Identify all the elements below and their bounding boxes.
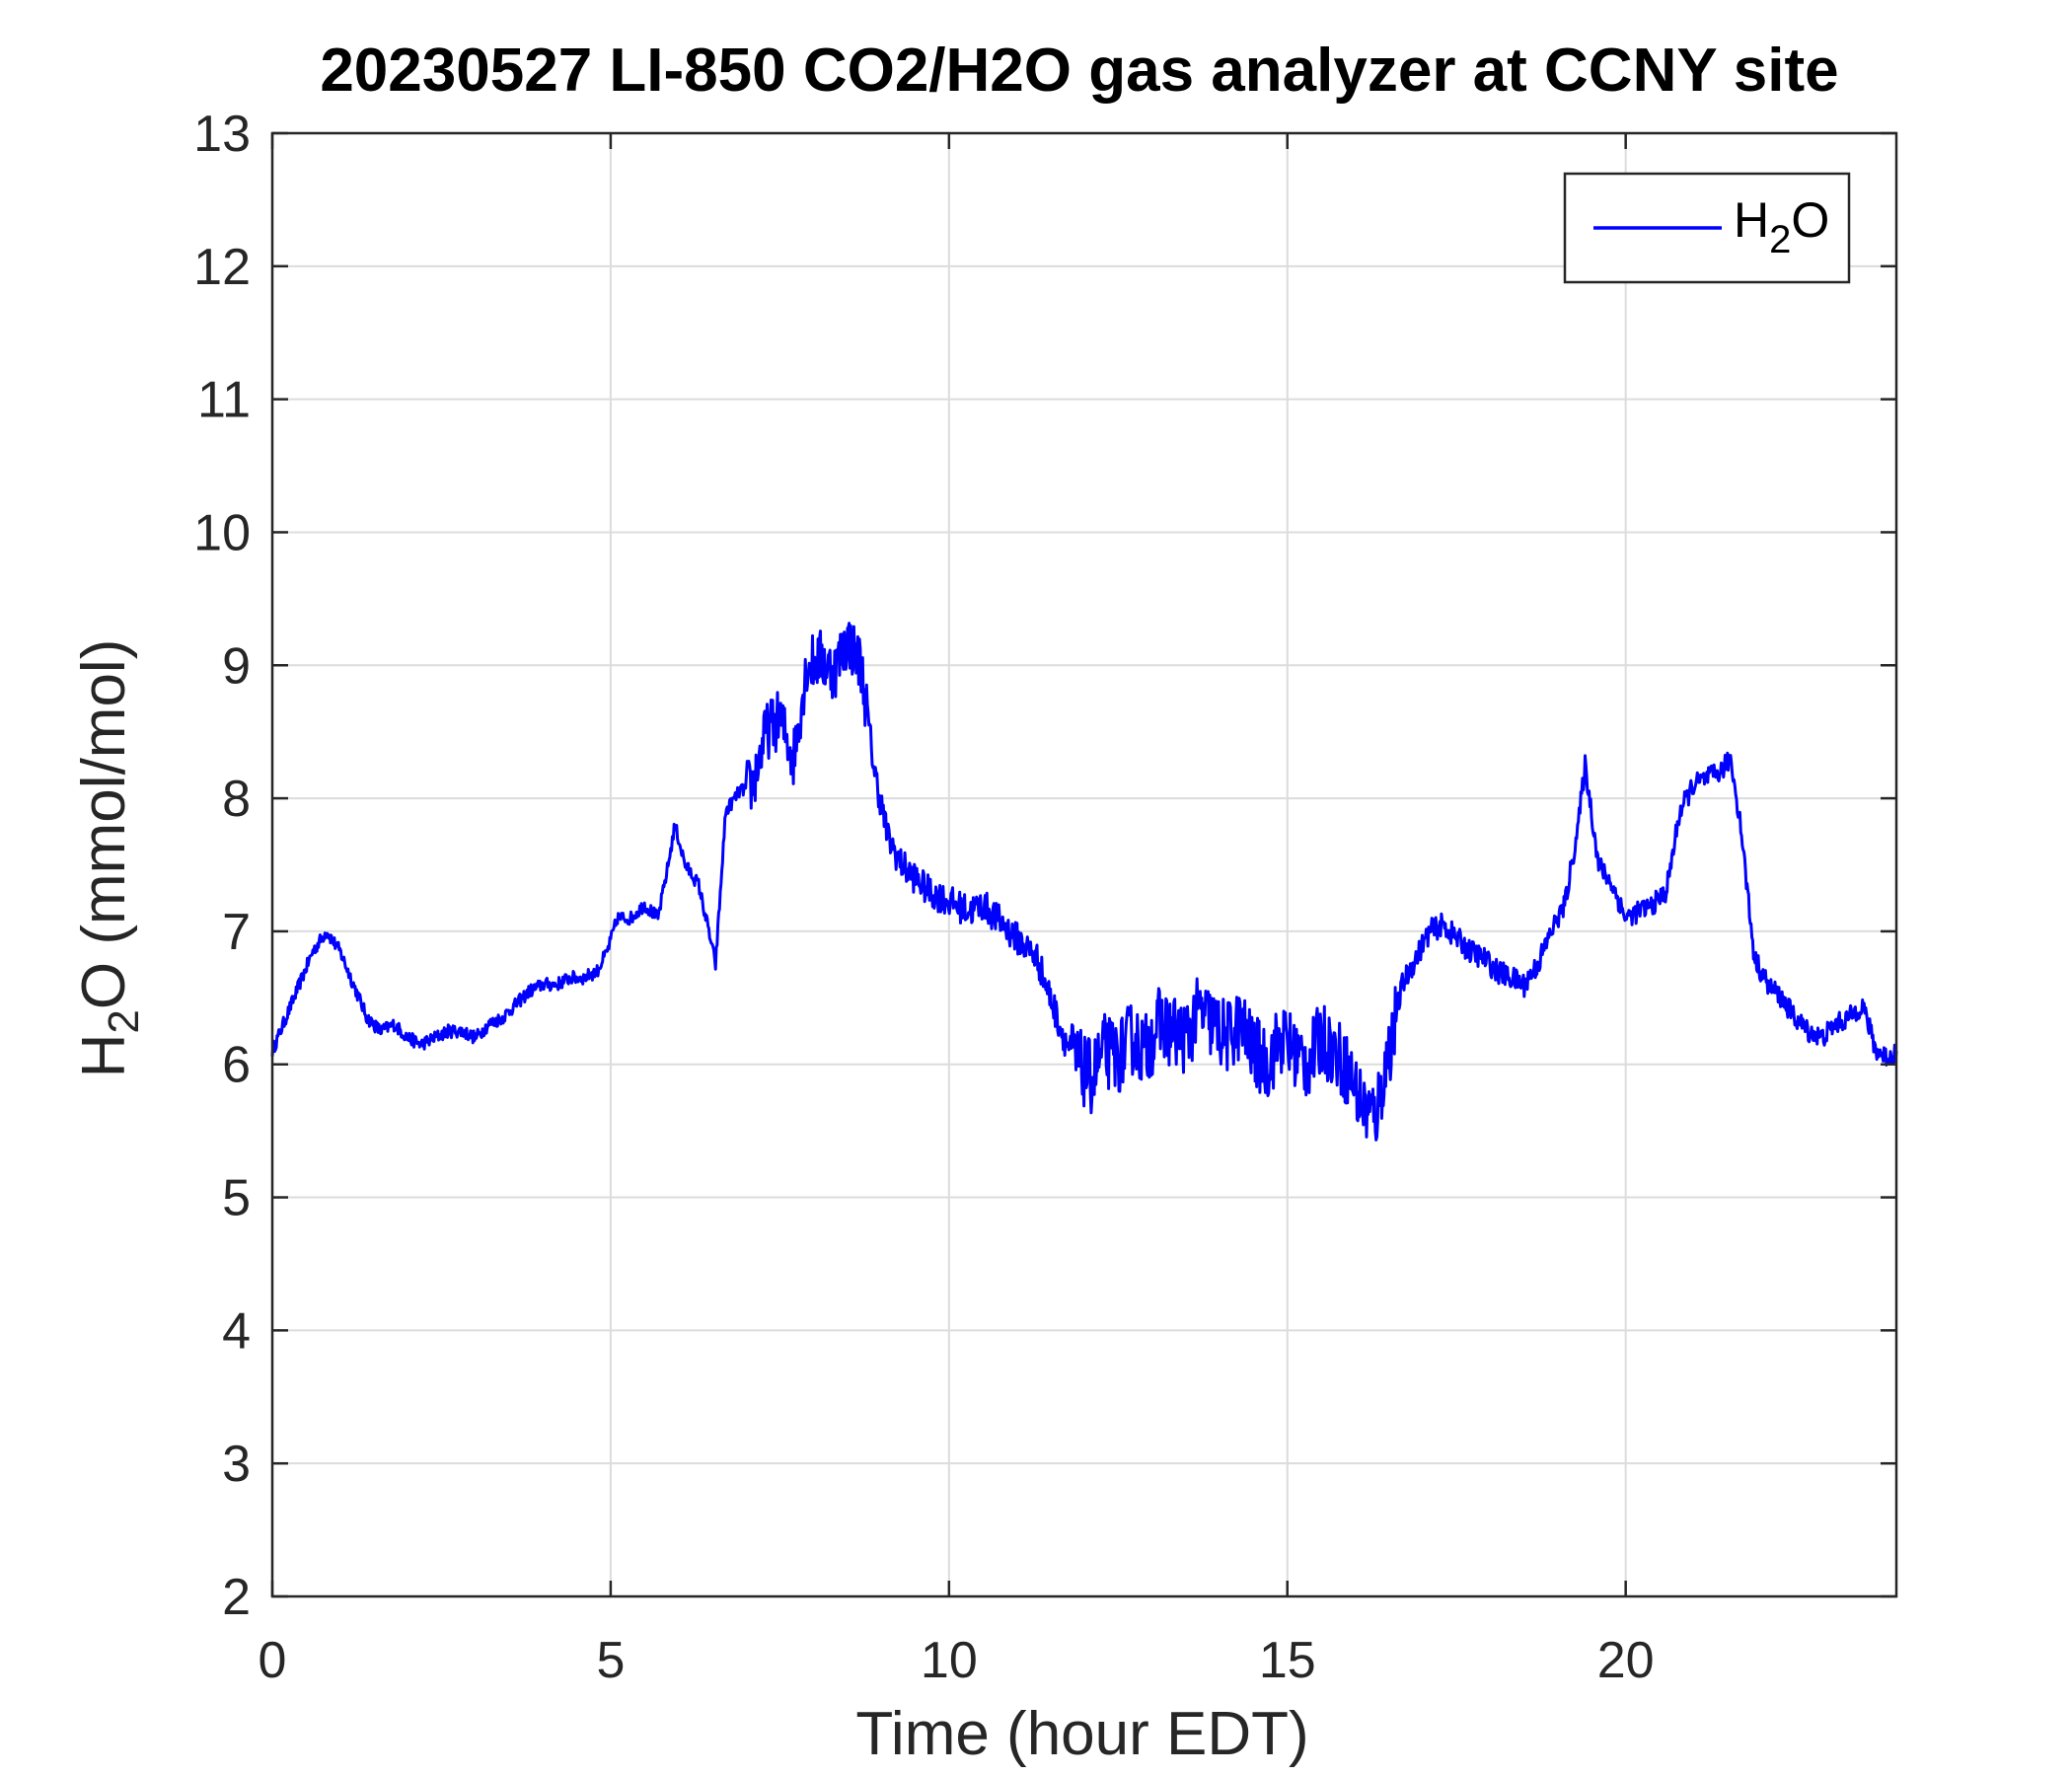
legend-label-subscript: 2 <box>1769 218 1791 261</box>
y-tick-label: 3 <box>222 1436 251 1493</box>
legend-label-h2o: H2O <box>1734 192 1829 261</box>
y-tick-label: 9 <box>222 637 251 695</box>
x-tick-label: 20 <box>1597 1632 1655 1689</box>
y-tick-label: 6 <box>222 1037 251 1094</box>
x-tick-label: 0 <box>259 1632 287 1689</box>
y-tick-label: 2 <box>222 1569 251 1626</box>
plot-background <box>272 133 1896 1596</box>
y-tick-label: 10 <box>193 504 251 561</box>
y-axis-label-subscript: 2 <box>100 1009 148 1033</box>
y-axis-label: H2O (mmol/mol) <box>70 639 148 1078</box>
plot-frame <box>270 131 1898 1598</box>
chart-title: 20230527 LI-850 CO2/H2O gas analyzer at … <box>320 37 1838 105</box>
y-tick-label: 11 <box>197 372 251 429</box>
y-tick-labels: 2 3 4 5 6 7 8 9 10 11 12 13 <box>193 106 251 1626</box>
x-axis-label: Time (hour EDT) <box>855 1700 1308 1768</box>
x-tick-labels: 0 5 10 15 20 <box>259 1632 1655 1689</box>
y-tick-label: 12 <box>193 239 251 296</box>
grid-lines <box>272 133 1896 1596</box>
series-layer <box>270 622 1898 1142</box>
y-tick-label: 4 <box>222 1302 251 1360</box>
y-tick-label: 5 <box>222 1170 251 1227</box>
y-axis-label-rest: O (mmol/mol) <box>70 639 138 1009</box>
series-line-h2o <box>270 622 1898 1142</box>
legend-label-rest: O <box>1791 192 1829 248</box>
x-tick-label: 10 <box>921 1632 978 1689</box>
y-axis-label-main: H <box>70 1034 138 1078</box>
x-tick-label: 5 <box>596 1632 625 1689</box>
y-tick-label: 8 <box>222 771 251 828</box>
legend-label-main: H <box>1734 192 1769 248</box>
legend: H2O <box>1563 172 1851 284</box>
plot-area <box>270 131 1898 1598</box>
y-tick-label: 13 <box>193 106 251 163</box>
x-tick-label: 15 <box>1259 1632 1316 1689</box>
y-tick-label: 7 <box>222 904 251 961</box>
